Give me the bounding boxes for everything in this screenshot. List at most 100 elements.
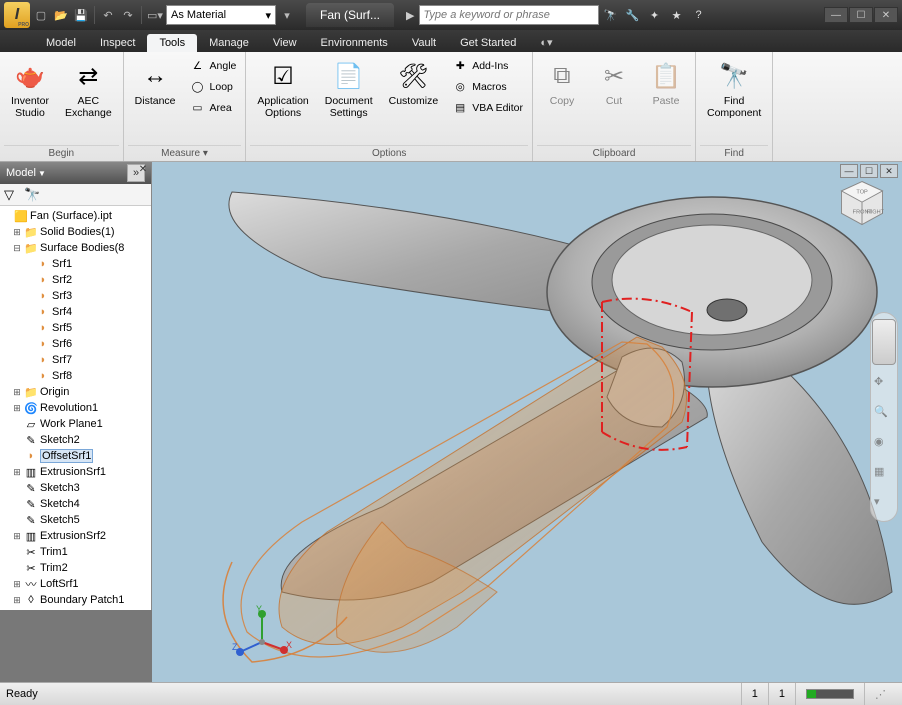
panel-title[interactable]: Options [250,145,528,161]
tree-node[interactable]: ◗Srf3 [0,288,151,304]
expand-icon[interactable]: ⊞ [12,579,22,590]
tree-node[interactable]: ◗Srf8 [0,368,151,384]
star-icon[interactable]: ★ [667,5,687,25]
tree-node[interactable]: ✎Sketch2 [0,432,151,448]
tree-node[interactable]: ⊞📁Solid Bodies(1) [0,224,151,240]
panel-title[interactable]: Measure ▾ [128,145,242,161]
tree-node[interactable]: ✎Sketch5 [0,512,151,528]
tree-node[interactable]: ◗Srf2 [0,272,151,288]
tree-node[interactable]: ◗Srf4 [0,304,151,320]
inventor-studio-button[interactable]: 🫖InventorStudio [4,54,56,124]
tree-node[interactable]: ⊞▥ExtrusionSrf1 [0,464,151,480]
expand-icon[interactable]: ⊞ [12,387,22,398]
tree-label: Surface Bodies(8 [40,242,124,254]
panel-title[interactable]: Begin [4,145,119,161]
viewport-3d[interactable]: — ☐ ✕ [152,162,902,682]
bnd-icon: ◊ [24,593,38,607]
qat-save-icon[interactable]: 💾 [72,5,90,25]
customize-button[interactable]: 🛠Customize [382,54,446,112]
area-button[interactable]: ▭Area [185,98,242,118]
ribbon-tab-manage[interactable]: Manage [197,34,261,52]
key-icon[interactable]: 🔧 [623,5,643,25]
ribbon-tab-get-started[interactable]: Get Started [448,34,528,52]
material-dropdown[interactable]: As Material ▾ [166,5,276,25]
qat-color-icon[interactable]: ▾ [278,5,296,25]
browser-header[interactable]: Model ▼ » [0,162,151,184]
tree-node[interactable]: ⊞🌀Revolution1 [0,400,151,416]
expand-icon[interactable]: ⊞ [12,531,22,542]
panel-title[interactable]: Clipboard [537,145,691,161]
tree-label: Sketch2 [40,434,80,446]
nav-chevron-icon[interactable]: ▾ [874,495,894,515]
maximize-button[interactable]: ☐ [849,7,873,23]
addins-button[interactable]: ✚Add-Ins [447,56,528,76]
filter-icon[interactable]: ▽ [4,187,14,203]
tree-node[interactable]: ◗OffsetSrf1 [0,448,151,464]
steering-wheel-icon[interactable] [872,319,896,365]
tree-node[interactable]: 🟨Fan (Surface).ipt [0,208,151,224]
browser-toolbar: ▽ 🔭 [0,184,151,206]
qat-undo-icon[interactable]: ↶ [99,5,117,25]
qat-new-icon[interactable]: ▢ [32,5,50,25]
search-input[interactable] [419,5,599,25]
tree-node[interactable]: ◗Srf7 [0,352,151,368]
tree-label: Trim2 [40,562,68,574]
status-resize-grip[interactable]: ⋰ [864,683,896,705]
tree-node[interactable]: ◗Srf5 [0,320,151,336]
ribbon-tab-vault[interactable]: Vault [400,34,448,52]
pan-icon[interactable]: ✥ [874,375,894,395]
expand-icon[interactable]: ⊞ [12,227,22,238]
expand-icon[interactable]: ⊟ [12,243,22,254]
ribbon-tab-environments[interactable]: Environments [309,34,400,52]
tree-node[interactable]: ✂Trim1 [0,544,151,560]
trim-icon: ✂ [24,561,38,575]
doc-settings-button[interactable]: 📄DocumentSettings [318,54,380,124]
rev-icon: 🌀 [24,401,38,415]
find-icon[interactable]: 🔭 [24,187,40,203]
ribbon-tab-model[interactable]: Model [34,34,88,52]
macros-button[interactable]: ◎Macros [447,77,528,97]
cut-icon: ✂ [597,59,631,93]
expand-icon[interactable]: ⊞ [12,595,22,606]
aec-exchange-button[interactable]: ⇄AECExchange [58,54,119,124]
loop-button[interactable]: ◯Loop [185,77,242,97]
zoom-icon[interactable]: 🔍 [874,405,894,425]
tree-node[interactable]: ⊞◊Boundary Patch1 [0,592,151,608]
qat-select-icon[interactable]: ▭▾ [146,5,164,25]
tree-node[interactable]: ◗Srf6 [0,336,151,352]
ribbon-tab-tools[interactable]: Tools [147,34,197,52]
tree-node[interactable]: ⊞▥ExtrusionSrf2 [0,528,151,544]
vba-button[interactable]: ▤VBA Editor [447,98,528,118]
tree-node[interactable]: ⊟📁Surface Bodies(8 [0,240,151,256]
ribbon-help-icon[interactable]: ◐▾ [528,33,564,52]
tree-node[interactable]: ✎Sketch3 [0,480,151,496]
panel-title[interactable]: Find [700,145,768,161]
distance-button[interactable]: ↔Distance [128,54,183,112]
tree-node[interactable]: ◗Srf1 [0,256,151,272]
minimize-button[interactable]: — [824,7,848,23]
status-cell-1: 1 [741,683,768,705]
ribbon-tab-inspect[interactable]: Inspect [88,34,147,52]
ribbon-panel-find: 🔭FindComponent Find [696,52,773,161]
qat-redo-icon[interactable]: ↷ [119,5,137,25]
expand-icon[interactable]: ⊞ [12,467,22,478]
orbit-icon[interactable]: ◉ [874,435,894,455]
binoculars-icon[interactable]: 🔭 [601,5,621,25]
close-button[interactable]: ✕ [874,7,898,23]
browser-close-icon[interactable]: ✕ [136,162,150,176]
angle-button[interactable]: ∠Angle [185,56,242,76]
sparkle-icon[interactable]: ✦ [645,5,665,25]
lookat-icon[interactable]: ▦ [874,465,894,485]
find-comp-button[interactable]: 🔭FindComponent [700,54,768,124]
expand-icon[interactable]: ⊞ [12,403,22,414]
ribbon-tab-view[interactable]: View [261,34,309,52]
view-cube[interactable]: FRONT RIGHT TOP [834,176,890,232]
qat-open-icon[interactable]: 📂 [52,5,70,25]
tree-node[interactable]: ✂Trim2 [0,560,151,576]
app-options-button[interactable]: ☑ApplicationOptions [250,54,315,124]
tree-node[interactable]: ✎Sketch4 [0,496,151,512]
tree-node[interactable]: ▱Work Plane1 [0,416,151,432]
tree-node[interactable]: ⊞〰LoftSrf1 [0,576,151,592]
tree-node[interactable]: ⊞📁Origin [0,384,151,400]
help-icon[interactable]: ? [689,5,709,25]
